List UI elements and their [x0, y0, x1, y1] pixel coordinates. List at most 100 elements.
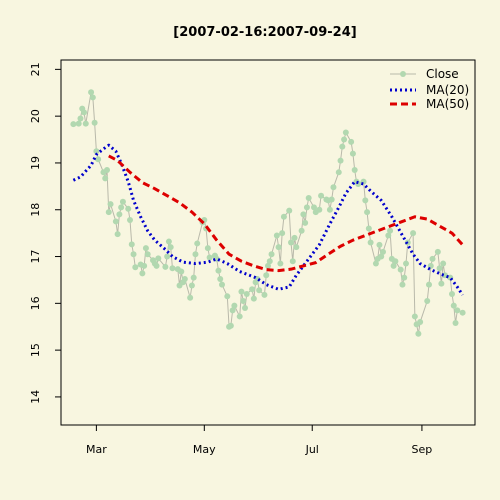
close-point: [362, 197, 369, 204]
close-point: [229, 307, 236, 314]
close-point: [95, 156, 102, 163]
close-point: [153, 262, 160, 269]
close-point: [273, 232, 280, 239]
close-point: [107, 201, 114, 208]
y-tick-label: 14: [29, 390, 42, 404]
close-point: [114, 231, 121, 238]
close-point: [263, 272, 270, 279]
close-point: [279, 230, 286, 237]
close-point: [311, 204, 317, 211]
close-point: [318, 192, 325, 199]
close-point: [93, 148, 100, 155]
close-point: [77, 115, 84, 122]
close-point: [438, 280, 445, 287]
close-point: [91, 119, 98, 126]
close-point: [265, 262, 271, 269]
close-point: [434, 248, 441, 255]
legend-ma20-label: MA(20): [426, 83, 469, 97]
close-point: [426, 281, 432, 288]
x-tick-label: Sep: [412, 443, 433, 456]
close-point: [288, 239, 294, 246]
x-tick-label: Mar: [86, 443, 107, 456]
close-point: [104, 166, 110, 173]
close-point: [387, 227, 394, 234]
x-tick-label: Jul: [305, 443, 319, 456]
legend-close-point: [400, 71, 406, 77]
close-point: [118, 204, 125, 211]
close-point: [190, 274, 197, 281]
close-point: [289, 258, 296, 265]
close-point: [436, 265, 443, 272]
close-point: [165, 238, 172, 245]
close-point: [164, 253, 171, 260]
close-point: [250, 295, 257, 302]
close-point: [450, 302, 457, 309]
close-point: [130, 251, 137, 258]
y-tick-label: 19: [29, 156, 42, 170]
close-point: [236, 313, 243, 320]
close-point: [339, 143, 346, 150]
close-point: [256, 287, 263, 294]
plot-frame: [60, 59, 476, 426]
close-point: [376, 241, 383, 248]
close-point: [162, 263, 169, 270]
close-point: [194, 240, 201, 247]
close-point: [417, 319, 424, 326]
close-point: [125, 205, 132, 212]
close-point: [116, 211, 123, 218]
close-point: [429, 255, 436, 262]
close-point: [144, 251, 151, 258]
close-point: [397, 266, 404, 273]
y-tick-label: 20: [29, 109, 42, 123]
series-close: [70, 89, 466, 337]
close-point: [243, 290, 250, 297]
close-point: [266, 258, 273, 265]
close-point: [112, 218, 119, 225]
close-point: [378, 253, 385, 260]
close-point: [139, 270, 146, 277]
close-point: [70, 121, 77, 128]
close-point: [167, 244, 174, 251]
close-point: [348, 138, 355, 145]
close-point: [141, 262, 148, 269]
close-point: [349, 150, 356, 157]
legend: Close MA(20) MA(50): [390, 67, 469, 111]
close-point: [187, 294, 194, 301]
close-point: [188, 282, 195, 289]
close-point: [75, 120, 82, 127]
y-tick-label: 16: [29, 296, 42, 310]
close-point: [330, 184, 337, 191]
close-point: [452, 319, 459, 326]
legend-ma50-label: MA(50): [426, 97, 469, 111]
plot-area: Mar May Jul Sep 14 15 16 17 18 19 20 21: [29, 59, 476, 456]
close-point: [280, 213, 287, 220]
close-point: [351, 166, 358, 173]
close-point: [410, 230, 417, 237]
close-point: [275, 244, 282, 251]
close-point: [224, 293, 231, 300]
close-point: [238, 288, 245, 295]
close-point: [335, 169, 342, 176]
close-point: [293, 244, 300, 251]
y-tick-label: 18: [29, 203, 42, 217]
close-point: [169, 265, 176, 272]
legend-close-label: Close: [426, 67, 459, 81]
legend-item-ma20: MA(20): [390, 83, 469, 97]
close-point: [219, 281, 225, 288]
close-point: [142, 245, 149, 252]
close-point: [364, 209, 371, 216]
close-point: [401, 274, 408, 281]
close-point: [227, 322, 234, 329]
close-point: [399, 281, 406, 288]
close-point: [454, 307, 461, 314]
chart-title: [2007-02-16:2007-09-24]: [173, 25, 356, 40]
close-point: [291, 234, 298, 241]
close-point: [403, 260, 409, 267]
close-point: [88, 89, 95, 96]
y-tick-label: 21: [29, 62, 42, 76]
close-point: [206, 254, 213, 261]
close-point: [261, 291, 268, 298]
x-tick-label: May: [193, 443, 216, 456]
close-point: [81, 109, 87, 116]
close-point: [242, 305, 248, 312]
